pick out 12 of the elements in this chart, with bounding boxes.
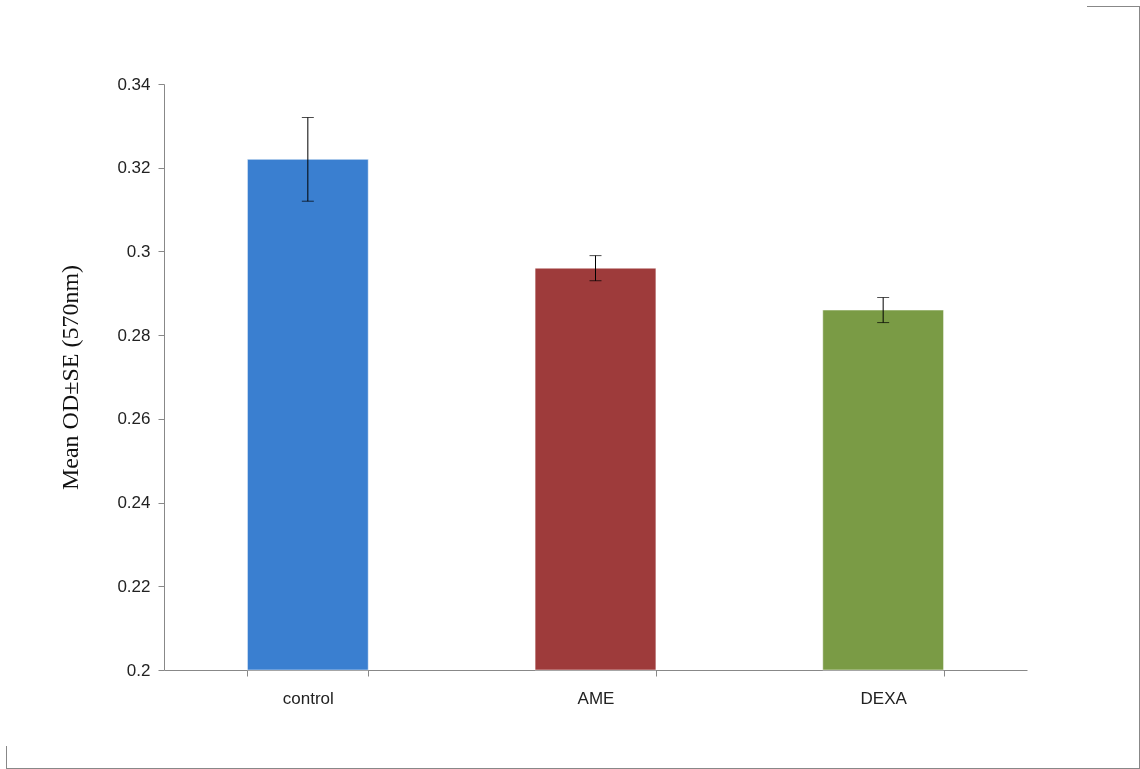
y-axis-title: Mean OD±SE (570nm) [57,264,84,491]
y-tick-label: 0.34 [117,74,151,94]
y-tick-label: 0.2 [126,660,151,680]
y-tick-label: 0.28 [117,325,151,345]
x-tick-label: AME [577,688,615,708]
y-tick-label: 0.32 [117,158,151,178]
y-tick-label: 0.24 [117,493,151,513]
x-tick-label: control [282,688,334,708]
y-tick-label: 0.26 [117,409,151,429]
x-tick-label: DEXA [860,688,908,708]
y-tick-label: 0.3 [126,241,151,261]
y-tick-label: 0.22 [117,576,151,596]
